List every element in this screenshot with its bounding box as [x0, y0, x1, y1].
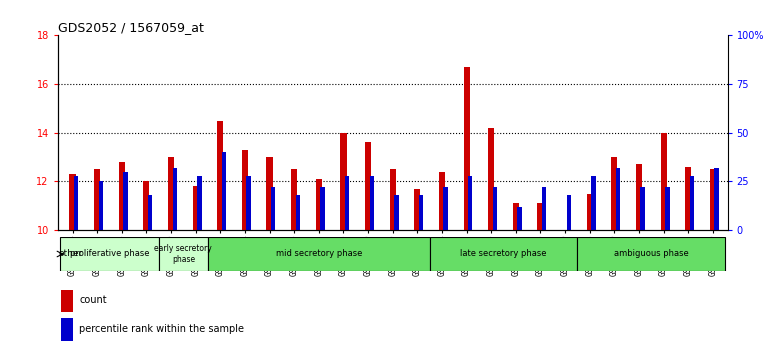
Bar	[271, 187, 276, 230]
Bar	[316, 179, 322, 230]
Bar	[493, 187, 497, 230]
Bar	[61, 290, 73, 312]
Bar	[444, 187, 448, 230]
Bar	[517, 207, 522, 230]
Bar	[266, 157, 273, 230]
Bar	[468, 176, 473, 230]
Bar	[661, 133, 667, 230]
Bar	[242, 150, 248, 230]
Bar	[591, 176, 596, 230]
Text: ambiguous phase: ambiguous phase	[614, 250, 688, 258]
Text: mid secretory phase: mid secretory phase	[276, 250, 362, 258]
Bar	[616, 168, 621, 230]
Bar	[611, 157, 618, 230]
Bar	[159, 237, 208, 271]
Bar	[488, 128, 494, 230]
Text: percentile rank within the sample: percentile rank within the sample	[79, 324, 244, 334]
Bar	[567, 195, 571, 230]
Text: early secretory
phase: early secretory phase	[155, 244, 213, 264]
Bar	[715, 168, 718, 230]
Bar	[60, 237, 159, 271]
Bar	[390, 169, 396, 230]
Bar	[641, 187, 645, 230]
Bar	[690, 176, 695, 230]
Text: late secretory phase: late secretory phase	[460, 250, 547, 258]
Bar	[148, 195, 152, 230]
Bar	[119, 162, 125, 230]
Bar	[74, 176, 79, 230]
Bar	[414, 189, 420, 230]
Bar	[222, 152, 226, 230]
Bar	[345, 176, 350, 230]
Bar	[578, 237, 725, 271]
Bar	[123, 172, 128, 230]
Bar	[365, 143, 371, 230]
Bar	[94, 169, 100, 230]
Bar	[430, 237, 578, 271]
Bar	[636, 164, 642, 230]
Bar	[513, 203, 519, 230]
Text: proliferative phase: proliferative phase	[70, 250, 149, 258]
Bar	[439, 172, 445, 230]
Bar	[320, 187, 325, 230]
Bar	[394, 195, 399, 230]
Text: count: count	[79, 295, 107, 306]
Bar	[99, 181, 103, 230]
Bar	[192, 186, 199, 230]
Bar	[710, 169, 716, 230]
Text: GDS2052 / 1567059_at: GDS2052 / 1567059_at	[58, 21, 203, 34]
Bar	[69, 174, 75, 230]
Bar	[419, 195, 424, 230]
Text: other: other	[59, 250, 82, 258]
Bar	[542, 187, 547, 230]
Bar	[296, 195, 300, 230]
Bar	[587, 194, 593, 230]
Bar	[208, 237, 430, 271]
Bar	[197, 176, 202, 230]
Bar	[537, 203, 544, 230]
Bar	[464, 67, 470, 230]
Bar	[370, 176, 374, 230]
Bar	[61, 318, 73, 341]
Bar	[217, 121, 223, 230]
Bar	[665, 187, 670, 230]
Bar	[340, 133, 346, 230]
Bar	[172, 168, 177, 230]
Bar	[291, 169, 297, 230]
Bar	[168, 157, 174, 230]
Bar	[685, 167, 691, 230]
Bar	[143, 181, 149, 230]
Bar	[246, 176, 251, 230]
